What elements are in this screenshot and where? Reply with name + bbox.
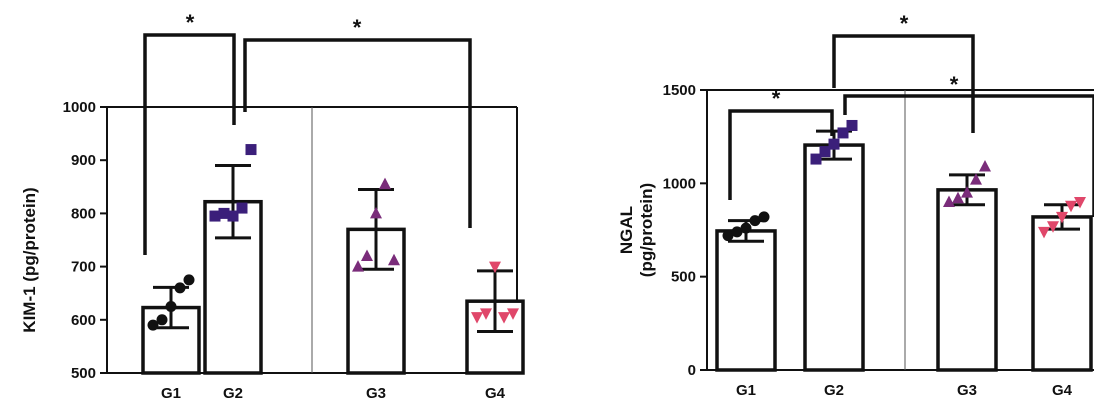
data-point-G4 bbox=[480, 308, 492, 320]
y-tick-label: 600 bbox=[71, 312, 96, 329]
y-tick-label: 800 bbox=[71, 205, 96, 222]
bar-G1 bbox=[715, 229, 777, 372]
category-label-G2: G2 bbox=[824, 382, 844, 399]
data-point-G4 bbox=[1047, 221, 1059, 233]
data-point-G2 bbox=[828, 138, 840, 150]
significance-star-G2-G3: * bbox=[900, 11, 909, 36]
data-point-G4 bbox=[1056, 211, 1068, 224]
significance-bracket-G2-G3 bbox=[832, 34, 975, 133]
data-point-G1 bbox=[722, 230, 734, 242]
y-tick-label: 500 bbox=[671, 269, 696, 286]
category-label-G3: G3 bbox=[366, 385, 386, 402]
data-point-G3 bbox=[952, 191, 964, 204]
y-axis-label: NGAL bbox=[617, 206, 636, 254]
significance-star-G1-G2: * bbox=[772, 86, 781, 111]
data-point-G2 bbox=[245, 144, 257, 156]
y-axis-label: KIM-1 (pg/protein) bbox=[20, 187, 39, 332]
data-point-G4 bbox=[507, 308, 519, 320]
data-point-G1 bbox=[147, 319, 159, 331]
data-point-G3 bbox=[379, 177, 391, 190]
data-point-G3 bbox=[943, 195, 955, 207]
significance-star-G1-G2: * bbox=[186, 10, 195, 35]
data-point-G3 bbox=[961, 186, 973, 198]
data-point-G3 bbox=[370, 206, 382, 219]
y-tick-label: 0 bbox=[688, 362, 696, 379]
data-point-G4 bbox=[498, 312, 510, 324]
chart-1: 500 600 700 800 900 1000 KIM-1 (pg/protein) G1 G… bbox=[20, 10, 525, 402]
data-point-G3 bbox=[979, 160, 991, 172]
data-point-G2 bbox=[819, 146, 831, 158]
data-point-G1 bbox=[740, 222, 752, 234]
bar-G2 bbox=[803, 143, 865, 372]
data-point-G4 bbox=[1074, 197, 1086, 209]
data-point-G2 bbox=[209, 210, 221, 222]
significance-bracket-G1-G2 bbox=[143, 33, 236, 255]
y-tick-label: 1000 bbox=[63, 99, 96, 116]
significance-bracket-G2-G4 bbox=[843, 94, 1094, 217]
bar-G4 bbox=[1031, 215, 1093, 372]
data-point-G2 bbox=[810, 153, 822, 165]
data-point-G2 bbox=[227, 210, 239, 222]
bar-G3 bbox=[936, 188, 998, 372]
significance-star-G2-G4: * bbox=[950, 72, 959, 97]
data-point-G1 bbox=[758, 211, 770, 223]
category-label-G3: G3 bbox=[957, 382, 977, 399]
y-tick-label: 1000 bbox=[663, 175, 696, 192]
y-axis-label: (pg/protein) bbox=[637, 183, 656, 277]
data-point-G2 bbox=[846, 119, 858, 131]
category-label-G1: G1 bbox=[161, 385, 181, 402]
y-tick-label: 500 bbox=[71, 365, 96, 382]
category-label-G4: G4 bbox=[485, 385, 506, 402]
significance-star-G2-G4: * bbox=[353, 15, 362, 40]
category-label-G4: G4 bbox=[1052, 382, 1073, 399]
y-tick-label: 900 bbox=[71, 152, 96, 169]
data-point-G1 bbox=[731, 226, 743, 238]
data-point-G1 bbox=[156, 314, 168, 326]
data-point-G4 bbox=[471, 312, 483, 324]
category-label-G1: G1 bbox=[736, 382, 756, 399]
data-point-G1 bbox=[165, 301, 177, 312]
data-point-G2 bbox=[218, 207, 230, 219]
data-point-G3 bbox=[352, 260, 364, 272]
data-point-G3 bbox=[970, 173, 982, 185]
y-tick-label: 700 bbox=[71, 259, 96, 276]
data-point-G1 bbox=[183, 274, 195, 286]
data-point-G1 bbox=[174, 282, 186, 294]
data-point-G4 bbox=[1065, 200, 1077, 213]
data-point-G1 bbox=[749, 215, 761, 227]
y-tick-label: 1500 bbox=[663, 82, 696, 99]
data-point-G3 bbox=[388, 253, 400, 266]
data-point-G3 bbox=[361, 249, 373, 261]
category-label-G2: G2 bbox=[223, 385, 243, 402]
significance-bracket-G2-G4 bbox=[243, 38, 472, 228]
data-point-G4 bbox=[489, 261, 501, 274]
data-point-G2 bbox=[236, 202, 248, 214]
significance-bracket-G1-G2 bbox=[728, 109, 834, 200]
data-point-G4 bbox=[1038, 226, 1050, 239]
chart-2: 0 500 1000 1500 NGAL (pg/protein) G1 G2 G3 G4 * * * bbox=[617, 11, 1094, 399]
data-point-G2 bbox=[837, 127, 849, 139]
